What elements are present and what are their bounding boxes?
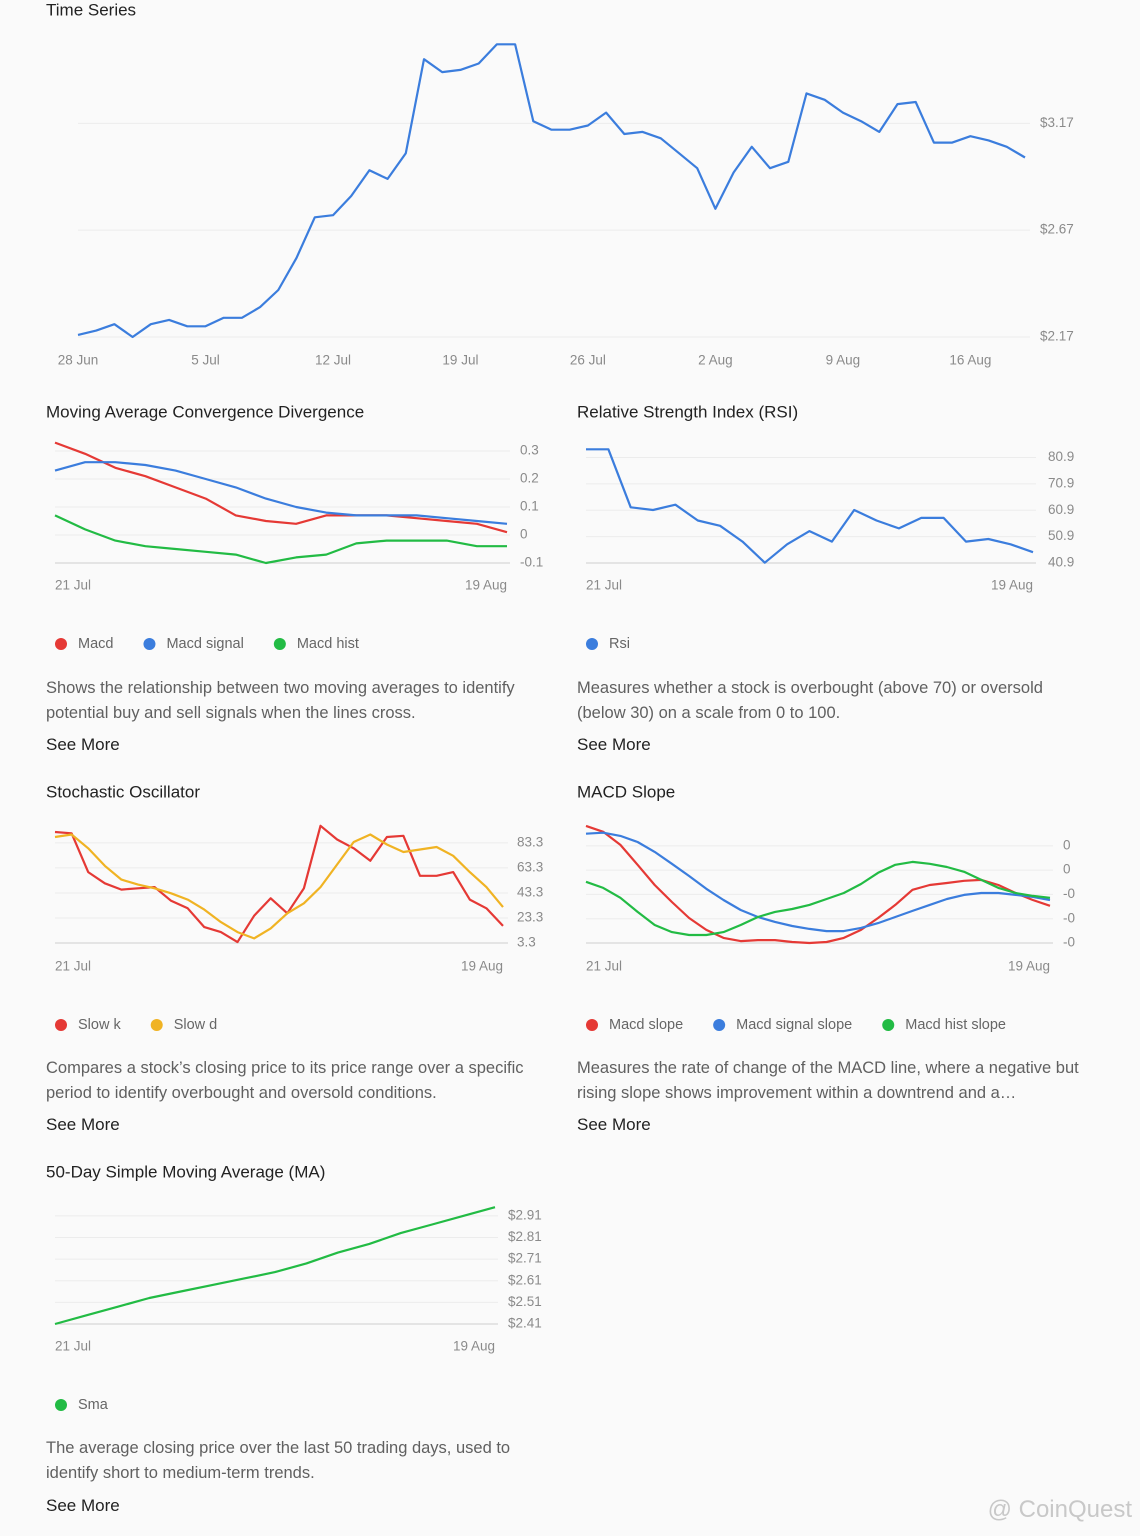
x-tick-label: 19 Aug <box>453 1339 495 1354</box>
x-tick-label: 9 Aug <box>826 353 861 368</box>
x-tick-label: 21 Jul <box>55 578 91 593</box>
legend-dot <box>273 638 286 650</box>
chart-title: MACD Slope <box>577 782 675 801</box>
chart-title: 50-Day Simple Moving Average (MA) <box>46 1162 325 1181</box>
legend-label: Macd hist <box>297 636 359 652</box>
description: Measures the rate of change of the MACD … <box>577 1059 1079 1102</box>
legend-dot <box>713 1019 726 1031</box>
see-more-link[interactable]: See More <box>577 1115 651 1134</box>
y-tick-label: 0 <box>1063 862 1071 877</box>
x-tick-label: 26 Jul <box>570 353 606 368</box>
y-tick-label: 50.9 <box>1048 528 1074 543</box>
legend-label: Macd slope <box>609 1017 683 1033</box>
legend-label: Macd signal <box>166 636 243 652</box>
y-tick-label: $2.41 <box>508 1316 542 1331</box>
y-tick-label: 0.2 <box>520 471 539 486</box>
y-tick-label: 0.1 <box>520 499 539 514</box>
y-tick-label: $2.61 <box>508 1272 542 1287</box>
y-tick-label: 83.3 <box>517 834 543 849</box>
y-tick-label: 80.9 <box>1048 449 1074 464</box>
chart-title: Time Series <box>46 0 136 19</box>
y-tick-label: 40.9 <box>1048 555 1074 570</box>
see-more-link[interactable]: See More <box>577 735 651 754</box>
description: The average closing price over the last … <box>46 1439 511 1482</box>
x-tick-label: 21 Jul <box>586 578 622 593</box>
series-line <box>77 43 1026 339</box>
y-tick-label: 0 <box>520 527 528 542</box>
y-tick-label: $2.51 <box>508 1294 542 1309</box>
series-line <box>586 448 1034 564</box>
x-tick-label: 19 Aug <box>465 578 507 593</box>
y-tick-label: 23.3 <box>517 910 543 925</box>
x-tick-label: 19 Jul <box>442 353 478 368</box>
legend-label: Rsi <box>609 636 630 652</box>
legend-label: Slow d <box>174 1017 218 1033</box>
y-tick-label: -0.1 <box>520 555 543 570</box>
legend-dot <box>55 1399 67 1411</box>
legend-dot <box>882 1019 895 1031</box>
x-tick-label: 12 Jul <box>315 353 351 368</box>
legend-label: Macd <box>78 636 113 652</box>
legend-label: Macd hist slope <box>905 1017 1006 1033</box>
series-line <box>54 824 504 944</box>
legend-label: Macd signal slope <box>736 1017 852 1033</box>
y-tick-label: $3.17 <box>1040 115 1074 130</box>
see-more-link[interactable]: See More <box>46 1496 120 1515</box>
series-line <box>585 860 1051 937</box>
see-more-link[interactable]: See More <box>46 1115 120 1134</box>
x-tick-label: 21 Jul <box>55 1339 91 1354</box>
y-tick-label: $2.71 <box>508 1251 542 1266</box>
watermark: @ CoinQuest <box>987 1496 1132 1523</box>
y-tick-label: 0.3 <box>520 443 539 458</box>
x-tick-label: 19 Aug <box>991 578 1033 593</box>
series-line <box>54 441 508 534</box>
y-tick-label: -0 <box>1063 935 1075 950</box>
description: Measures whether a stock is overbought (… <box>577 679 1043 722</box>
y-tick-label: 63.3 <box>517 859 543 874</box>
series-line <box>54 461 508 525</box>
x-tick-label: 21 Jul <box>586 959 622 974</box>
x-tick-label: 5 Jul <box>191 353 220 368</box>
chart-title: Moving Average Convergence Divergence <box>46 402 364 421</box>
x-tick-label: 2 Aug <box>698 353 733 368</box>
y-tick-label: $2.81 <box>508 1229 542 1244</box>
y-tick-label: 43.3 <box>517 885 543 900</box>
x-tick-label: 16 Aug <box>949 353 991 368</box>
series-line <box>54 514 507 565</box>
legend-dot <box>55 638 67 650</box>
legend-dot <box>143 638 156 650</box>
legend-label: Sma <box>78 1397 109 1413</box>
legend-dot <box>586 638 598 650</box>
y-tick-label: $2.17 <box>1040 329 1074 344</box>
y-tick-label: -0 <box>1063 910 1075 925</box>
y-tick-label: 3.3 <box>517 935 536 950</box>
legend-dot <box>150 1019 163 1031</box>
description: Shows the relationship between two movin… <box>46 679 515 722</box>
chart-title: Stochastic Oscillator <box>46 782 200 801</box>
x-tick-label: 19 Aug <box>1008 959 1050 974</box>
x-tick-label: 19 Aug <box>461 959 503 974</box>
legend-label: Slow k <box>78 1017 121 1033</box>
legend-dot <box>55 1019 67 1031</box>
series-line <box>54 1206 496 1326</box>
y-tick-label: 60.9 <box>1048 502 1074 517</box>
y-tick-label: $2.67 <box>1040 222 1074 237</box>
description: Compares a stock’s closing price to its … <box>46 1059 524 1102</box>
see-more-link[interactable]: See More <box>46 735 120 754</box>
x-tick-label: 21 Jul <box>55 959 91 974</box>
y-tick-label: -0 <box>1063 886 1075 901</box>
series-line <box>585 831 1051 933</box>
series-line <box>54 833 504 940</box>
legend-dot <box>586 1019 598 1031</box>
y-tick-label: $2.91 <box>508 1207 542 1222</box>
y-tick-label: 70.9 <box>1048 475 1074 490</box>
y-tick-label: 0 <box>1063 837 1071 852</box>
chart-title: Relative Strength Index (RSI) <box>577 402 798 421</box>
x-tick-label: 28 Jun <box>58 353 99 368</box>
series-line <box>585 824 1051 945</box>
